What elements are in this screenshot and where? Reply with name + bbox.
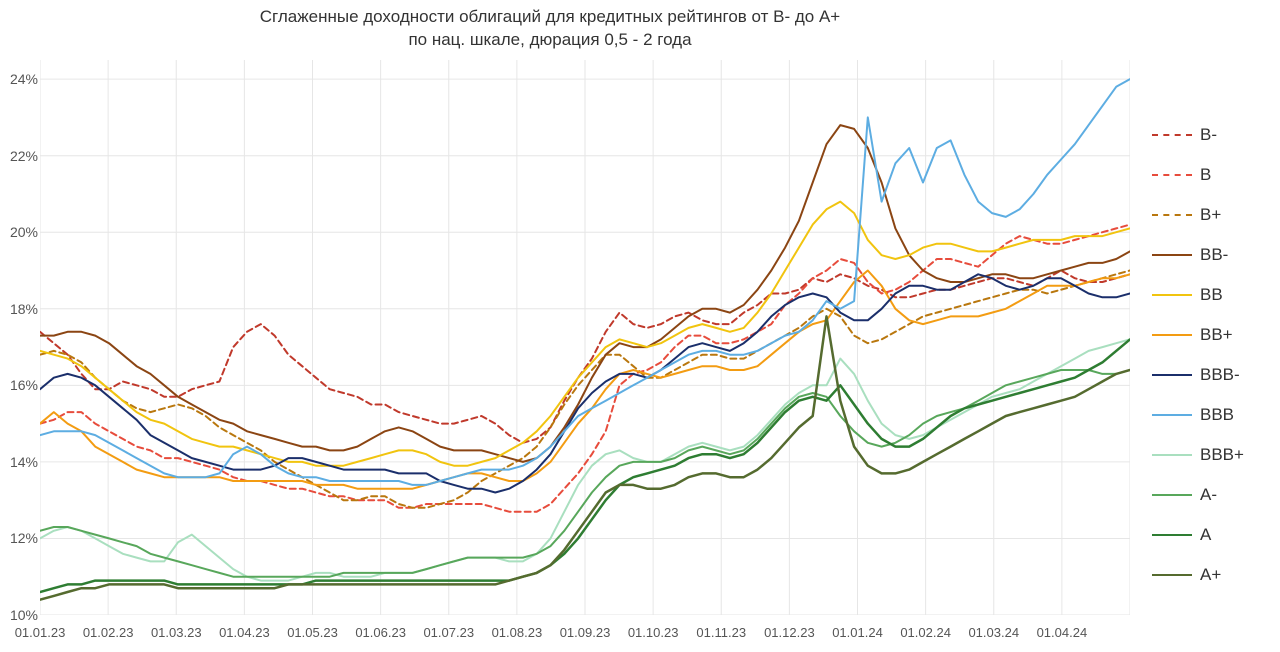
y-tick-label: 18%	[4, 301, 38, 317]
legend-label: BBB+	[1200, 445, 1244, 465]
x-tick-label: 01.07.23	[423, 625, 474, 640]
x-tick-label: 01.05.23	[287, 625, 338, 640]
y-tick-label: 14%	[4, 454, 38, 470]
x-tick-label: 01.08.23	[492, 625, 543, 640]
legend-item: BB-	[1152, 235, 1262, 275]
legend-swatch	[1152, 294, 1192, 296]
legend-item: A-	[1152, 475, 1262, 515]
x-tick-label: 01.01.23	[15, 625, 66, 640]
legend-item: B	[1152, 155, 1262, 195]
legend-item: B+	[1152, 195, 1262, 235]
x-tick-label: 01.01.24	[832, 625, 883, 640]
legend-item: BBB-	[1152, 355, 1262, 395]
plot-area	[40, 60, 1130, 615]
legend-label: A+	[1200, 565, 1221, 585]
legend-label: A-	[1200, 485, 1217, 505]
y-tick-label: 22%	[4, 148, 38, 164]
legend-label: B	[1200, 165, 1211, 185]
legend-swatch	[1152, 454, 1192, 456]
chart-title: Сглаженные доходности облигаций для кред…	[0, 6, 1100, 52]
y-tick-label: 20%	[4, 224, 38, 240]
x-tick-label: 01.06.23	[355, 625, 406, 640]
legend-swatch	[1152, 374, 1192, 376]
legend-swatch	[1152, 534, 1192, 536]
legend: B-BB+BB-BBBB+BBB-BBBBBB+A-AA+	[1152, 115, 1262, 595]
title-line-1: Сглаженные доходности облигаций для кред…	[260, 7, 840, 26]
legend-item: B-	[1152, 115, 1262, 155]
legend-item: BB	[1152, 275, 1262, 315]
title-line-2: по нац. шкале, дюрация 0,5 - 2 года	[408, 30, 691, 49]
legend-label: BB	[1200, 285, 1223, 305]
legend-item: A	[1152, 515, 1262, 555]
legend-swatch	[1152, 254, 1192, 256]
legend-item: BB+	[1152, 315, 1262, 355]
x-tick-label: 01.09.23	[560, 625, 611, 640]
chart-svg	[40, 60, 1130, 615]
legend-item: A+	[1152, 555, 1262, 595]
x-tick-label: 01.02.24	[900, 625, 951, 640]
y-tick-label: 16%	[4, 377, 38, 393]
x-tick-label: 01.10.23	[628, 625, 679, 640]
x-tick-label: 01.04.24	[1037, 625, 1088, 640]
legend-swatch	[1152, 574, 1192, 576]
x-tick-label: 01.11.23	[696, 625, 746, 640]
legend-swatch	[1152, 414, 1192, 416]
y-tick-label: 12%	[4, 530, 38, 546]
x-tick-label: 01.02.23	[83, 625, 134, 640]
legend-label: BB-	[1200, 245, 1228, 265]
y-tick-label: 24%	[4, 71, 38, 87]
x-tick-label: 01.12.23	[764, 625, 815, 640]
legend-label: BB+	[1200, 325, 1233, 345]
legend-item: BBB	[1152, 395, 1262, 435]
legend-label: A	[1200, 525, 1211, 545]
legend-item: BBB+	[1152, 435, 1262, 475]
y-tick-label: 10%	[4, 607, 38, 623]
legend-label: BBB	[1200, 405, 1234, 425]
legend-label: B-	[1200, 125, 1217, 145]
legend-swatch	[1152, 174, 1192, 176]
x-tick-label: 01.03.24	[968, 625, 1019, 640]
x-tick-label: 01.03.23	[151, 625, 202, 640]
x-tick-label: 01.04.23	[219, 625, 270, 640]
legend-label: BBB-	[1200, 365, 1240, 385]
legend-swatch	[1152, 494, 1192, 496]
legend-swatch	[1152, 134, 1192, 136]
legend-swatch	[1152, 334, 1192, 336]
legend-label: B+	[1200, 205, 1221, 225]
legend-swatch	[1152, 214, 1192, 216]
